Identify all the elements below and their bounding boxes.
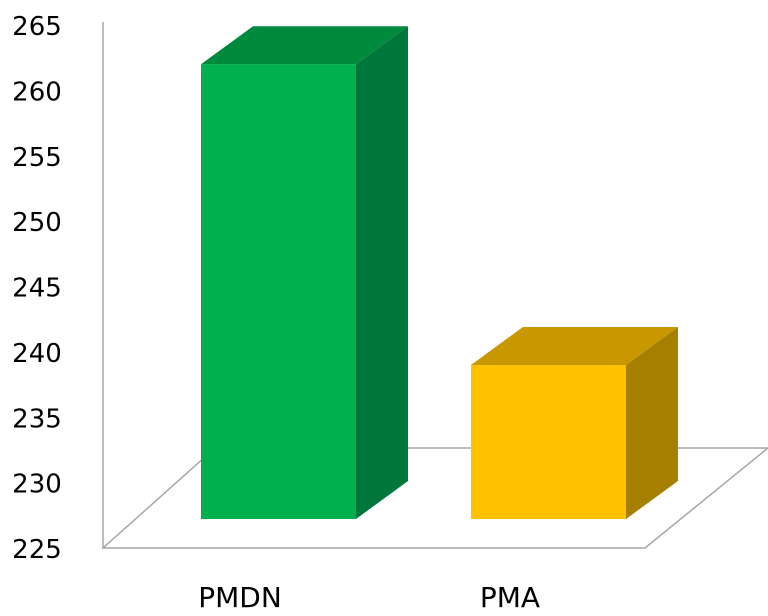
bar-side: [626, 326, 678, 519]
x-category-label: PMA: [480, 581, 540, 614]
bar-front: [471, 364, 626, 519]
x-category-label: PMDN: [198, 581, 282, 614]
x-axis-category-labels: PMDN PMA: [198, 581, 540, 614]
y-tick-label: 265: [12, 12, 62, 42]
y-tick-label: 230: [12, 470, 62, 500]
y-tick-label: 240: [12, 339, 62, 369]
bar-top: [201, 26, 408, 65]
bar-pma: [471, 326, 678, 519]
y-tick-label: 235: [12, 404, 62, 434]
y-axis-tick-labels: 225 230 235 240 245 250 255 260 265: [12, 12, 62, 565]
y-tick-label: 255: [12, 143, 62, 173]
bar-front: [201, 64, 356, 519]
y-tick-label: 225: [12, 535, 62, 565]
y-tick-label: 260: [12, 77, 62, 107]
bar-top: [471, 326, 678, 365]
bar-side: [356, 26, 408, 519]
floor-outline: [101, 447, 768, 549]
chart-floor: [101, 447, 768, 549]
bars: [201, 26, 678, 519]
bar-pmdn: [201, 26, 408, 519]
y-tick-label: 245: [12, 274, 62, 304]
y-tick-label: 250: [12, 208, 62, 238]
